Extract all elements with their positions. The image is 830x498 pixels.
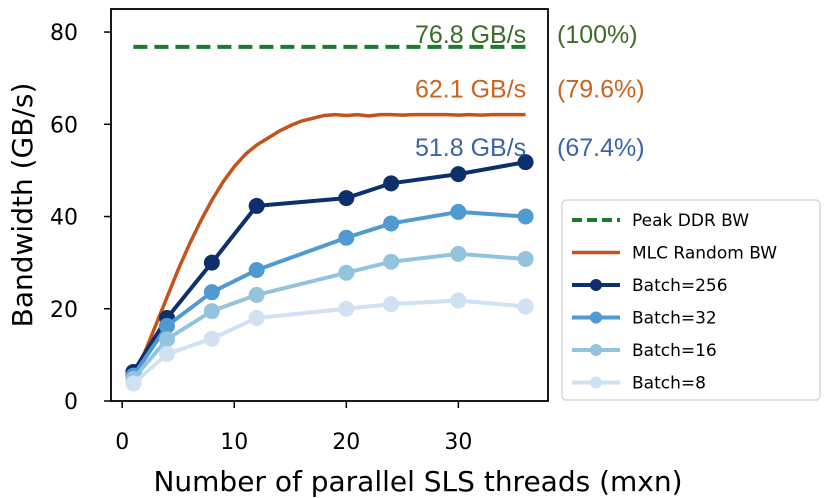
point-batch-32-x8 <box>203 284 220 301</box>
x-tick-label-30: 30 <box>444 430 472 455</box>
line-batch-32 <box>131 209 526 377</box>
series-batch-16 <box>125 245 534 387</box>
point-batch-8-x12 <box>248 309 265 326</box>
x-tick-label-0: 0 <box>115 430 129 455</box>
point-batch-256-x8 <box>203 254 220 271</box>
y-axis-label: Bandwidth (GB/s) <box>6 83 39 328</box>
point-batch-32-x36 <box>517 208 534 225</box>
line-batch-8 <box>132 298 526 385</box>
point-batch-256-x36 <box>517 154 534 171</box>
annotation-pct-0: (100%) <box>557 21 638 49</box>
point-batch-8-x8 <box>203 330 220 347</box>
y-tick-label-80: 80 <box>50 21 78 46</box>
y-tick-label-20: 20 <box>50 298 78 323</box>
point-batch-16-x24 <box>383 253 400 270</box>
x-tick-label-20: 20 <box>332 430 360 455</box>
point-batch-8-x1 <box>125 375 142 392</box>
point-batch-16-x30 <box>450 245 467 262</box>
legend-label-batch-16: Batch=16 <box>632 341 717 361</box>
legend-marker-batch-16 <box>590 344 602 356</box>
line-batch-256 <box>131 160 526 374</box>
line-mlc-random-bw <box>131 112 526 375</box>
plot-area <box>110 8 549 402</box>
x-axis-label: Number of parallel SLS threads (mxn) <box>153 465 682 498</box>
legend-label-batch-8: Batch=8 <box>632 374 706 394</box>
legend-label-mlc-random-bw: MLC Random BW <box>632 244 777 264</box>
point-batch-16-x4 <box>159 331 176 348</box>
annotation-pct-2: (67.4%) <box>557 134 645 162</box>
series-batch-8 <box>125 292 534 392</box>
point-batch-32-x30 <box>450 203 467 220</box>
line-batch-16 <box>131 251 526 381</box>
point-batch-8-x20 <box>338 300 355 317</box>
x-tick-label-10: 10 <box>220 430 248 455</box>
plot-frame <box>110 8 549 402</box>
legend-marker-batch-256 <box>590 279 602 291</box>
point-batch-16-x20 <box>338 264 355 281</box>
point-batch-8-x24 <box>383 296 400 313</box>
axes: 0 10 20 30 0 20 40 60 80 <box>50 21 472 455</box>
y-tick-label-40: 40 <box>50 206 78 231</box>
point-batch-16-x12 <box>248 286 265 303</box>
point-batch-256-x30 <box>450 166 467 183</box>
point-batch-8-x4 <box>159 345 176 362</box>
point-batch-8-x30 <box>450 292 467 309</box>
legend-marker-batch-32 <box>590 311 602 324</box>
point-batch-8-x36 <box>517 298 534 315</box>
annotation-value-1: 62.1 GB/s <box>415 76 526 104</box>
series-batch-32 <box>125 203 534 384</box>
annotation-value-0: 76.8 GB/s <box>415 21 526 49</box>
y-tick-label-60: 60 <box>50 113 78 138</box>
legend-box <box>561 199 821 401</box>
point-batch-16-x8 <box>203 303 220 320</box>
annotation-value-2: 51.8 GB/s <box>415 134 526 162</box>
point-batch-32-x12 <box>248 262 265 279</box>
legend-label-batch-256: Batch=256 <box>632 276 728 296</box>
legend-label-batch-32: Batch=32 <box>632 309 717 329</box>
series-mlc-random-bw <box>131 112 526 375</box>
legend-label-peak-ddr-bw: Peak DDR BW <box>632 211 749 231</box>
point-batch-32-x20 <box>338 229 355 246</box>
annotations: 76.8 GB/s (100%) 62.1 GB/s (79.6%) 51.8 GB/s… <box>415 21 645 162</box>
legend-marker-batch-8 <box>590 376 602 389</box>
point-batch-16-x36 <box>517 250 534 267</box>
series-layer <box>125 44 534 392</box>
point-batch-32-x24 <box>383 215 400 232</box>
legend: Peak DDR BW MLC Random BW Batch=256 Batch=3… <box>561 199 821 401</box>
annotation-pct-1: (79.6%) <box>557 76 645 104</box>
point-batch-256-x12 <box>248 197 265 214</box>
point-batch-256-x24 <box>383 175 400 192</box>
point-batch-256-x20 <box>338 190 355 207</box>
y-tick-label-0: 0 <box>64 390 78 415</box>
point-batch-32-x4 <box>159 317 176 334</box>
